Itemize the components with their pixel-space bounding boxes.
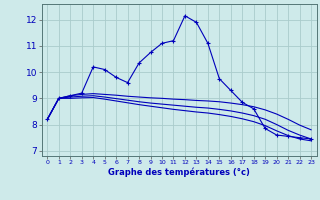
- X-axis label: Graphe des températures (°c): Graphe des températures (°c): [108, 168, 250, 177]
